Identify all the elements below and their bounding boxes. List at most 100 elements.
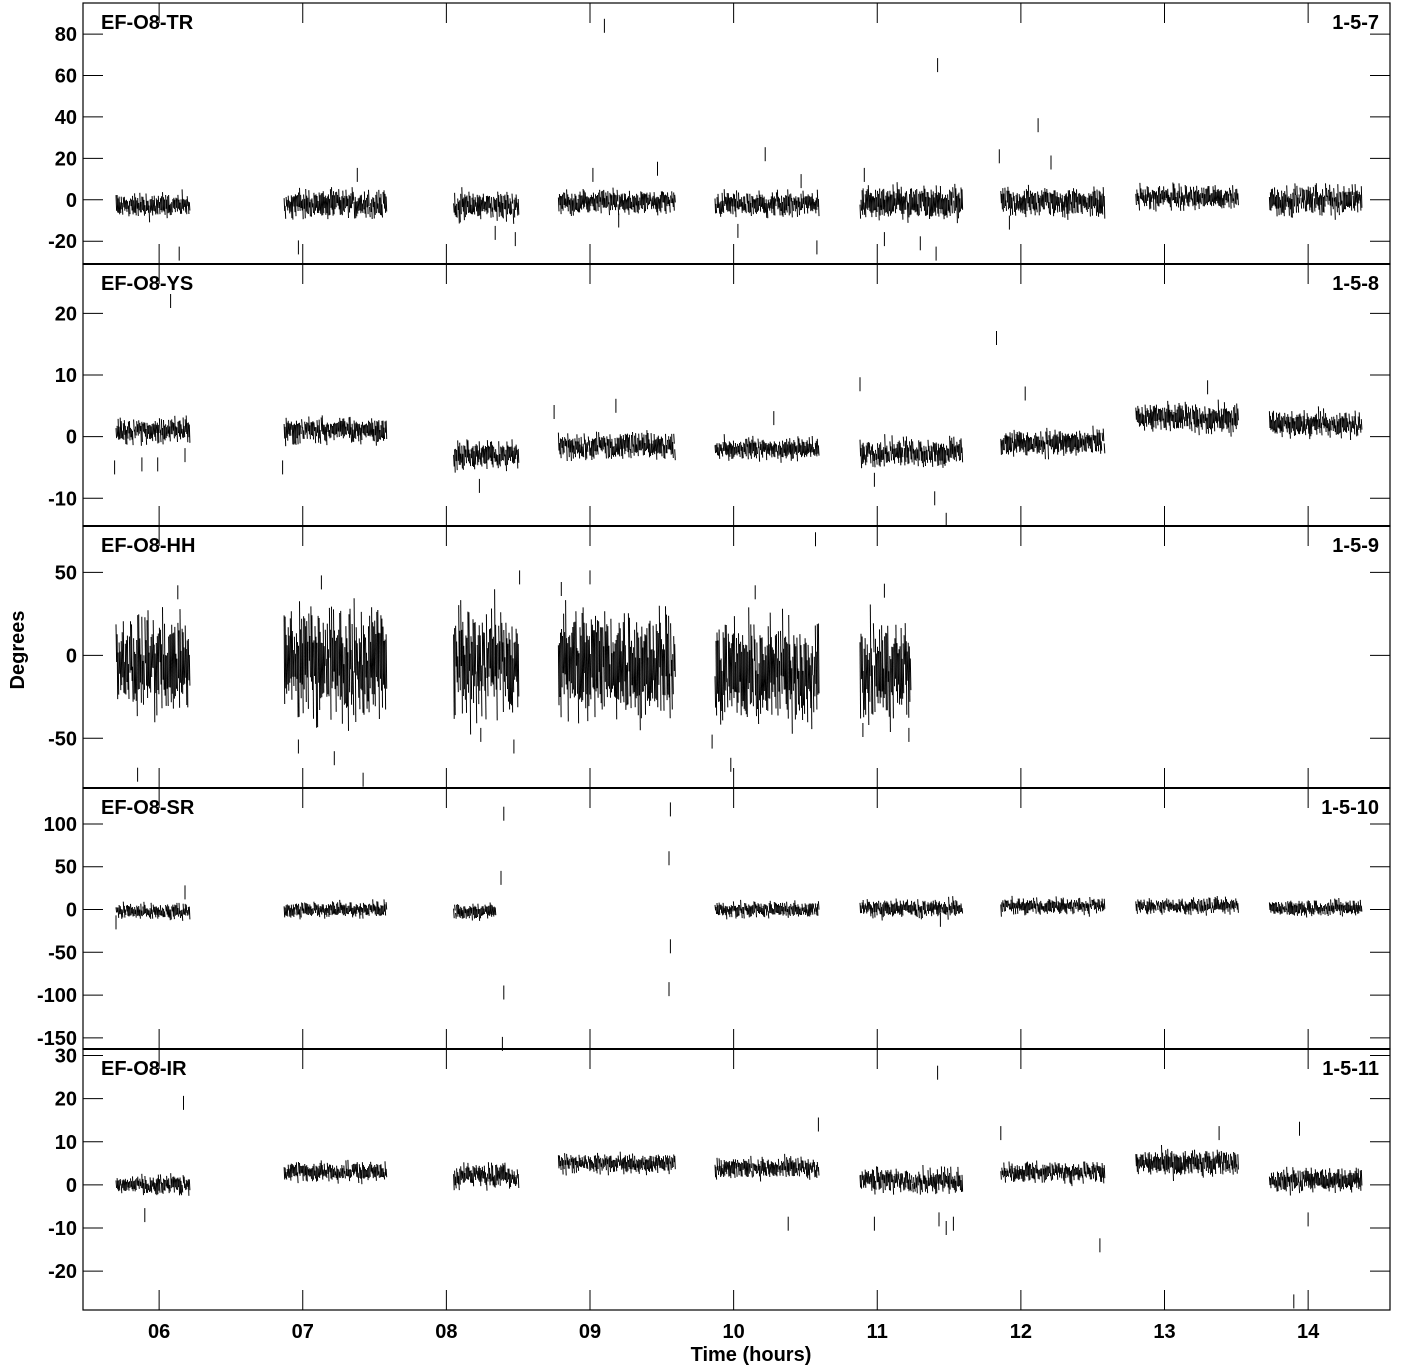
data-mark bbox=[621, 193, 624, 210]
data-mark bbox=[785, 636, 787, 705]
data-mark bbox=[715, 203, 718, 214]
data-mark bbox=[1156, 1153, 1159, 1169]
data-mark bbox=[169, 634, 171, 688]
data-mark bbox=[1088, 904, 1090, 917]
data-mark bbox=[1350, 1172, 1353, 1193]
data-mark bbox=[482, 193, 485, 210]
data-mark bbox=[783, 1161, 785, 1171]
data-mark bbox=[753, 1163, 755, 1171]
data-mark bbox=[384, 1161, 387, 1176]
data-mark bbox=[310, 422, 312, 436]
data-mark bbox=[863, 905, 866, 913]
data-mark bbox=[957, 194, 959, 219]
data-mark bbox=[1230, 190, 1232, 209]
data-mark bbox=[1019, 196, 1022, 213]
data-mark bbox=[902, 900, 905, 911]
data-mark bbox=[326, 908, 329, 913]
data-mark bbox=[1225, 191, 1228, 203]
data-mark bbox=[1309, 903, 1312, 913]
data-mark bbox=[645, 434, 647, 451]
data-mark bbox=[768, 902, 771, 914]
data-mark bbox=[384, 421, 387, 433]
data-mark bbox=[605, 631, 607, 690]
data-mark bbox=[928, 1177, 931, 1186]
data-mark bbox=[324, 426, 327, 442]
data-mark bbox=[925, 446, 927, 460]
data-mark bbox=[911, 188, 913, 210]
data-mark bbox=[1274, 903, 1276, 914]
data-mark bbox=[368, 904, 370, 916]
data-mark bbox=[1297, 197, 1300, 213]
data-mark bbox=[1186, 412, 1189, 427]
data-mark bbox=[1331, 905, 1333, 913]
data-mark bbox=[934, 443, 937, 462]
data-mark bbox=[137, 1176, 139, 1187]
data-mark bbox=[477, 903, 479, 914]
data-mark bbox=[766, 645, 769, 711]
panel-code: 1-5-10 bbox=[1321, 797, 1379, 819]
data-mark bbox=[575, 1156, 577, 1173]
data-mark bbox=[733, 446, 736, 455]
data-mark bbox=[515, 628, 518, 682]
data-mark bbox=[810, 196, 813, 211]
data-mark bbox=[1316, 191, 1319, 206]
data-mark bbox=[673, 636, 675, 672]
data-mark bbox=[597, 445, 599, 455]
data-mark bbox=[1206, 898, 1208, 911]
data-mark bbox=[783, 648, 785, 690]
data-mark bbox=[602, 437, 604, 450]
data-mark bbox=[1049, 1162, 1051, 1177]
data-mark bbox=[380, 193, 382, 216]
data-mark bbox=[805, 642, 808, 700]
data-mark bbox=[316, 195, 319, 214]
data-mark bbox=[1161, 190, 1163, 200]
data-mark bbox=[1312, 1176, 1315, 1186]
data-mark bbox=[780, 1165, 782, 1173]
data-mark bbox=[1286, 185, 1288, 202]
data-mark bbox=[293, 907, 296, 915]
data-mark bbox=[641, 192, 643, 210]
data-mark bbox=[558, 442, 561, 455]
data-mark bbox=[119, 1178, 122, 1186]
data-mark bbox=[166, 199, 168, 219]
data-mark bbox=[460, 193, 462, 215]
data-mark bbox=[587, 639, 590, 707]
data-mark bbox=[119, 651, 122, 691]
data-mark bbox=[801, 657, 804, 721]
data-mark bbox=[308, 906, 310, 914]
data-mark bbox=[763, 660, 766, 692]
data-mark bbox=[815, 907, 818, 916]
scan-marks bbox=[557, 430, 676, 462]
data-mark bbox=[1325, 904, 1327, 910]
data-mark bbox=[1194, 1149, 1196, 1167]
data-mark bbox=[732, 633, 735, 699]
data-mark bbox=[337, 422, 339, 432]
data-mark bbox=[1090, 193, 1092, 209]
data-mark bbox=[165, 904, 167, 912]
data-mark bbox=[153, 195, 156, 212]
data-mark bbox=[1174, 188, 1176, 204]
data-mark bbox=[1030, 900, 1032, 910]
data-mark bbox=[322, 904, 325, 913]
data-mark bbox=[1044, 188, 1046, 203]
data-mark bbox=[621, 640, 624, 697]
data-mark bbox=[660, 191, 663, 208]
data-mark bbox=[1270, 419, 1273, 429]
data-mark bbox=[455, 625, 457, 667]
data-mark bbox=[896, 444, 899, 459]
data-mark bbox=[1284, 191, 1286, 210]
data-mark bbox=[651, 1161, 654, 1172]
data-mark bbox=[905, 641, 908, 715]
data-mark bbox=[466, 637, 468, 685]
data-mark bbox=[313, 640, 315, 677]
data-mark bbox=[936, 194, 939, 214]
data-mark bbox=[368, 1166, 370, 1179]
data-mark bbox=[598, 432, 600, 448]
data-mark bbox=[481, 197, 484, 212]
data-mark bbox=[1278, 192, 1280, 216]
data-mark bbox=[137, 197, 139, 217]
data-mark bbox=[307, 197, 309, 215]
data-mark bbox=[642, 437, 644, 456]
